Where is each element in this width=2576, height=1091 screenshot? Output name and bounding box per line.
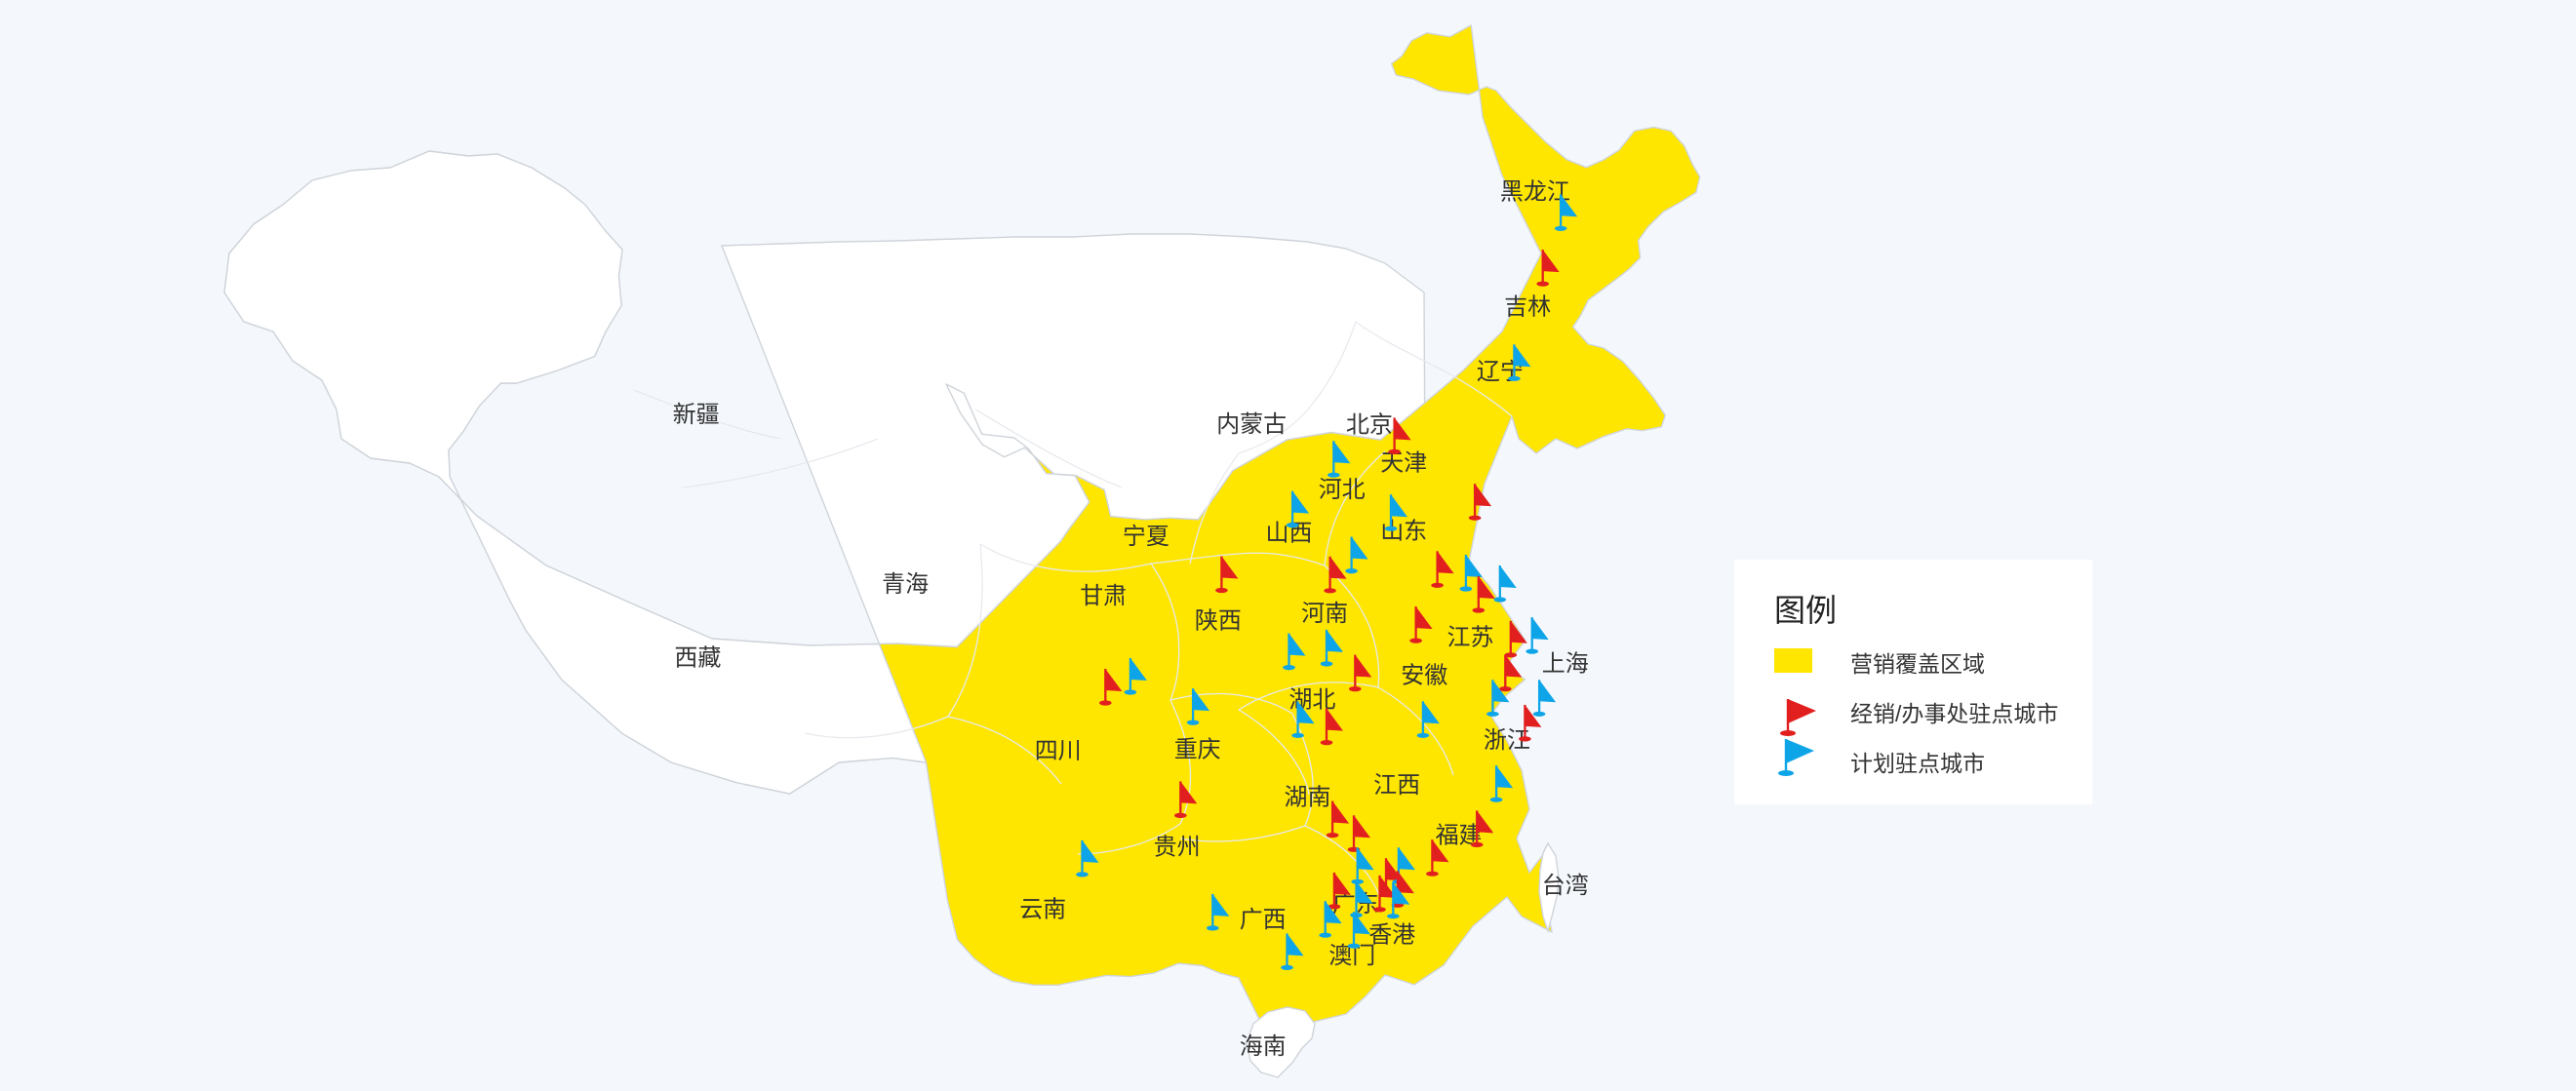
svg-text:河北: 河北: [1319, 477, 1366, 503]
svg-text:河南: 河南: [1301, 601, 1348, 627]
svg-text:广西: 广西: [1240, 907, 1287, 933]
svg-text:山东: 山东: [1380, 518, 1427, 544]
svg-text:云南: 云南: [1019, 897, 1066, 923]
svg-text:重庆: 重庆: [1174, 736, 1221, 762]
svg-text:湖南: 湖南: [1285, 785, 1331, 811]
svg-text:湖北: 湖北: [1288, 687, 1335, 714]
svg-text:内蒙古: 内蒙古: [1216, 411, 1287, 438]
svg-text:天津: 天津: [1380, 450, 1427, 477]
svg-text:青海: 青海: [882, 571, 929, 598]
svg-text:经销/办事处驻点城市: 经销/办事处驻点城市: [1850, 701, 2058, 726]
svg-text:香港: 香港: [1368, 922, 1415, 949]
svg-text:上海: 上海: [1542, 650, 1589, 677]
svg-text:营销覆盖区域: 营销覆盖区域: [1850, 651, 1985, 677]
svg-text:北京: 北京: [1346, 412, 1393, 439]
svg-text:计划驻点城市: 计划驻点城市: [1850, 751, 1985, 776]
svg-text:宁夏: 宁夏: [1123, 524, 1169, 550]
svg-text:图例: 图例: [1774, 593, 1837, 628]
svg-text:甘肃: 甘肃: [1080, 583, 1127, 609]
svg-text:新疆: 新疆: [673, 402, 720, 428]
svg-text:江苏: 江苏: [1447, 625, 1494, 651]
svg-text:海南: 海南: [1240, 1033, 1287, 1060]
svg-text:四川: 四川: [1035, 738, 1082, 764]
svg-text:贵州: 贵州: [1154, 835, 1201, 861]
svg-text:台湾: 台湾: [1542, 873, 1589, 899]
svg-text:江西: 江西: [1373, 772, 1420, 799]
svg-text:安徽: 安徽: [1401, 662, 1447, 688]
svg-text:陕西: 陕西: [1195, 608, 1242, 635]
svg-text:西藏: 西藏: [674, 644, 721, 671]
svg-text:吉林: 吉林: [1504, 293, 1551, 320]
